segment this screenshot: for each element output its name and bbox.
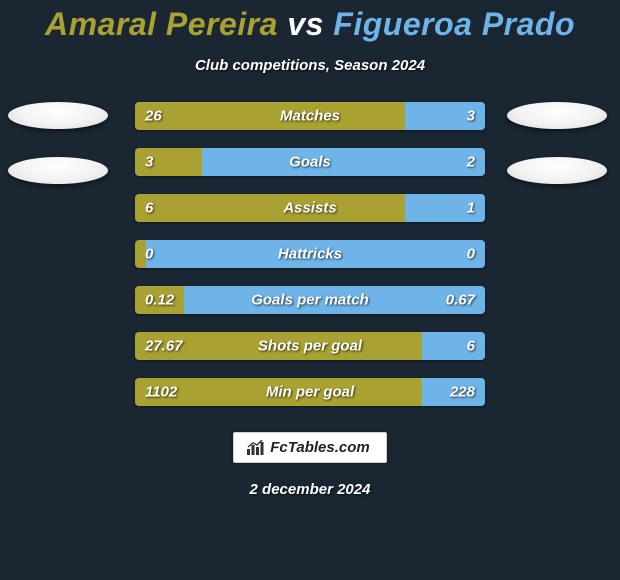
date-label: 2 december 2024 <box>250 481 371 498</box>
stat-bar-right <box>202 148 486 176</box>
stat-value-left: 1102 <box>145 384 177 401</box>
page-title: Amaral Pereira vs Figueroa Prado <box>45 6 575 43</box>
stats-area: 26 3 Matches 3 2 Goals 6 1 Assists 0 0 Hattricks 0.1… <box>0 102 620 406</box>
stat-value-right: 0 <box>467 246 475 263</box>
stat-bar-left <box>135 194 405 222</box>
stat-value-right: 6 <box>467 338 475 355</box>
stat-row: 0.12 0.67 Goals per match <box>135 286 485 314</box>
stat-label: Matches <box>280 108 340 125</box>
comparison-infographic: Amaral Pereira vs Figueroa Prado Club co… <box>0 0 620 580</box>
stat-value-right: 2 <box>467 154 475 171</box>
stat-value-left: 26 <box>145 108 162 125</box>
stat-label: Goals per match <box>251 292 369 309</box>
source-name: FcTables.com <box>270 439 369 456</box>
stat-value-left: 0 <box>145 246 153 263</box>
stat-value-right: 0.67 <box>446 292 475 309</box>
right-avatar-column <box>507 102 612 184</box>
avatar-placeholder <box>507 102 607 129</box>
stat-value-right: 3 <box>467 108 475 125</box>
stat-row: 26 3 Matches <box>135 102 485 130</box>
player-right-name: Figueroa Prado <box>333 6 575 42</box>
stat-value-left: 27.67 <box>145 338 183 355</box>
stat-label: Goals <box>289 154 331 171</box>
stat-row: 1102 228 Min per goal <box>135 378 485 406</box>
stat-value-left: 6 <box>145 200 153 217</box>
stat-bars: 26 3 Matches 3 2 Goals 6 1 Assists 0 0 Hattricks 0.1… <box>135 102 485 406</box>
stat-value-left: 3 <box>145 154 153 171</box>
stat-value-right: 1 <box>467 200 475 217</box>
avatar-placeholder <box>8 102 108 129</box>
stat-label: Shots per goal <box>258 338 362 355</box>
stat-row: 6 1 Assists <box>135 194 485 222</box>
vs-separator: vs <box>287 6 324 42</box>
subtitle: Club competitions, Season 2024 <box>195 57 425 74</box>
left-avatar-column <box>8 102 113 184</box>
stat-value-right: 228 <box>450 384 475 401</box>
stat-bar-right <box>422 332 485 360</box>
stat-bar-left <box>135 240 146 268</box>
player-left-name: Amaral Pereira <box>45 6 278 42</box>
avatar-placeholder <box>8 157 108 184</box>
stat-label: Min per goal <box>266 384 354 401</box>
stat-label: Hattricks <box>278 246 342 263</box>
stat-row: 3 2 Goals <box>135 148 485 176</box>
stat-bar-left <box>135 102 405 130</box>
stat-value-left: 0.12 <box>145 292 174 309</box>
avatar-placeholder <box>507 157 607 184</box>
stat-row: 27.67 6 Shots per goal <box>135 332 485 360</box>
stat-label: Assists <box>283 200 336 217</box>
chart-icon <box>246 440 264 456</box>
stat-row: 0 0 Hattricks <box>135 240 485 268</box>
source-badge: FcTables.com <box>233 432 386 463</box>
